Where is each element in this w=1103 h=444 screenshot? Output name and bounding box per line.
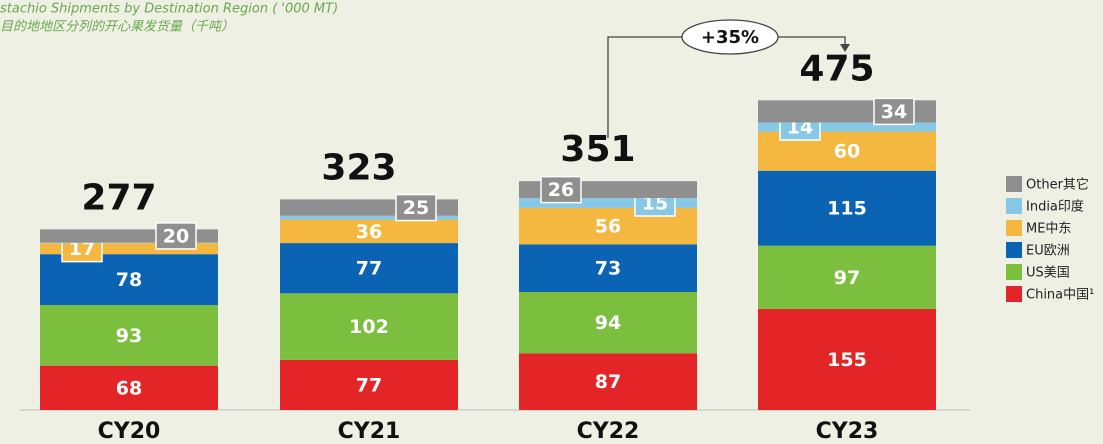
label-badge <box>155 222 197 250</box>
segment-label: 77 <box>356 258 382 280</box>
bar-segment <box>519 353 697 410</box>
total-label: 475 <box>799 48 874 89</box>
label-badge <box>540 175 582 204</box>
legend-swatch <box>1006 242 1022 258</box>
bar-segment <box>280 359 458 410</box>
bar-segment <box>280 219 458 244</box>
segment-label: 115 <box>827 198 867 220</box>
legend-label: EU欧洲 <box>1026 244 1070 259</box>
bar-segment <box>519 291 697 354</box>
segment-label: 78 <box>116 269 142 291</box>
segment-label: 94 <box>595 312 621 334</box>
segment-label: 56 <box>595 216 621 238</box>
bar-segment <box>40 254 218 306</box>
bar-segment <box>280 215 458 220</box>
segment-label: 20 <box>163 225 189 247</box>
bar-segment <box>758 245 936 309</box>
x-tick-label: CY21 <box>338 419 401 444</box>
legend-label: US美国 <box>1026 266 1070 281</box>
annotation-box <box>681 19 779 55</box>
segment-label: 155 <box>827 349 867 371</box>
bar-segment <box>758 308 936 410</box>
legend-label: India印度 <box>1026 199 1084 215</box>
legend-swatch <box>1006 220 1022 236</box>
segment-label: 87 <box>595 371 621 393</box>
legend-label: ME中东 <box>1026 222 1071 237</box>
segment-label: 73 <box>595 258 621 280</box>
legend-label: China中国¹ <box>1026 288 1094 303</box>
segment-label: 34 <box>881 101 907 123</box>
bar-segment <box>519 198 697 208</box>
segment-label: 60 <box>834 141 860 163</box>
total-label: 323 <box>321 147 396 188</box>
segment-label: 97 <box>834 267 860 289</box>
chart-subtitle: 目的地地区分列的开心果发货量（千吨） <box>0 19 234 35</box>
segment-label: 68 <box>116 377 142 399</box>
segment-label: 17 <box>69 238 95 260</box>
bar-segment <box>40 305 218 366</box>
x-tick-label: CY20 <box>98 419 161 444</box>
segment-label: 26 <box>548 179 574 201</box>
chart-title: stachio Shipments by Destination Region … <box>0 2 338 17</box>
legend-swatch <box>1006 198 1022 214</box>
legend-label: Other其它 <box>1026 177 1089 193</box>
segment-label: 93 <box>116 325 142 347</box>
total-label: 351 <box>560 129 635 170</box>
bar-segment <box>280 293 458 360</box>
annotation: +35% <box>701 27 759 48</box>
legend-swatch <box>1006 286 1022 302</box>
label-badge <box>873 97 915 126</box>
bar-segment <box>519 244 697 292</box>
bar-segment <box>40 365 218 410</box>
segment-label: 25 <box>403 197 429 219</box>
bar-segment <box>40 243 218 255</box>
bar-segment <box>40 242 218 244</box>
segment-label: 36 <box>356 221 382 243</box>
legend-swatch <box>1006 176 1022 192</box>
x-tick-label: CY22 <box>577 419 640 444</box>
segment-label: 102 <box>349 316 389 338</box>
x-tick-label: CY23 <box>816 419 879 444</box>
legend-swatch <box>1006 264 1022 280</box>
bar-segment <box>280 243 458 294</box>
bar-segment <box>758 170 936 246</box>
total-label: 277 <box>81 177 156 218</box>
segment-label: 77 <box>356 374 382 396</box>
arrow-head <box>840 44 850 52</box>
bar-segment <box>758 122 936 132</box>
label-badge <box>395 193 437 222</box>
